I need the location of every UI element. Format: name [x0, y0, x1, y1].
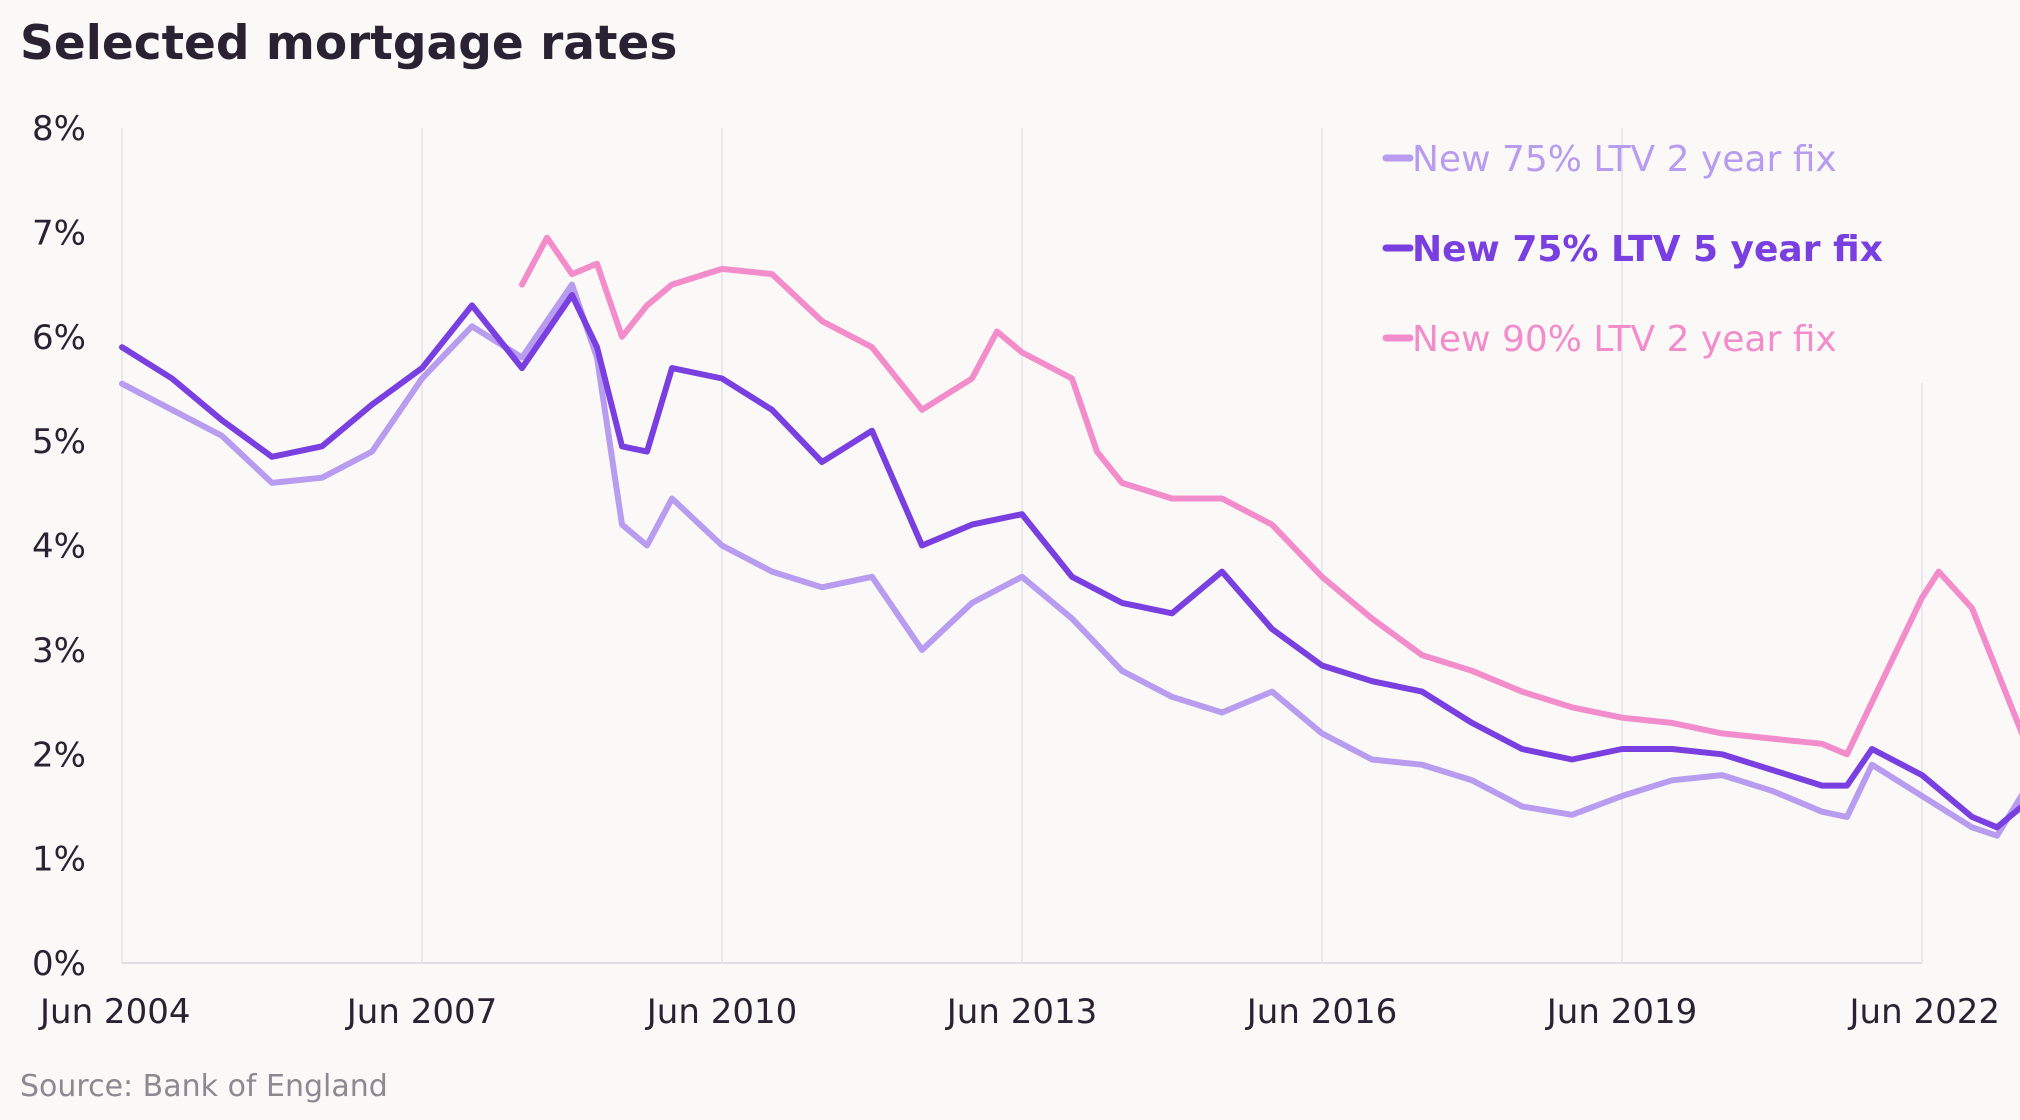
x-tick-label: Jun 2016	[1245, 992, 1397, 1032]
y-tick-label: 0%	[32, 944, 86, 984]
source-note: Source: Bank of England	[20, 1069, 388, 1104]
series-line	[119, 281, 2020, 839]
y-tick-label: 6%	[32, 318, 86, 358]
y-tick-label: 5%	[32, 422, 86, 462]
y-tick-label: 3%	[32, 631, 86, 671]
y-tick-label: 7%	[32, 213, 86, 253]
series-line	[119, 292, 2020, 831]
x-tick-label: Jun 2019	[1545, 992, 1697, 1032]
y-tick-label: 4%	[32, 527, 86, 567]
series-line	[519, 234, 2020, 758]
y-tick-label: 8%	[32, 109, 86, 149]
y-tick-label: 2%	[32, 735, 86, 775]
y-tick-label: 1%	[32, 840, 86, 880]
series-lines	[119, 234, 2020, 839]
x-axis-tick-labels: Jun 2004 Jun 2007 Jun 2010 Jun 2013 Jun 2016…	[38, 992, 2000, 1032]
x-tick-label: Jun 2004	[38, 992, 190, 1032]
x-tick-label: Jun 2022	[1848, 992, 2000, 1032]
y-axis-tick-labels: 0% 1% 2% 3% 4% 5% 6% 7% 8%	[32, 109, 86, 984]
chart-title: Selected mortgage rates	[20, 16, 678, 71]
legend: New 75% LTV 2 year fix New 75% LTV 5 year…	[1382, 139, 1883, 360]
x-tick-label: Jun 2013	[945, 992, 1097, 1032]
legend-label: New 90% LTV 2 year fix	[1412, 319, 1837, 360]
legend-label: New 75% LTV 5 year fix	[1412, 229, 1883, 270]
legend-label: New 75% LTV 2 year fix	[1412, 139, 1837, 180]
x-tick-label: Jun 2007	[345, 992, 497, 1032]
x-tick-label: Jun 2010	[645, 992, 797, 1032]
